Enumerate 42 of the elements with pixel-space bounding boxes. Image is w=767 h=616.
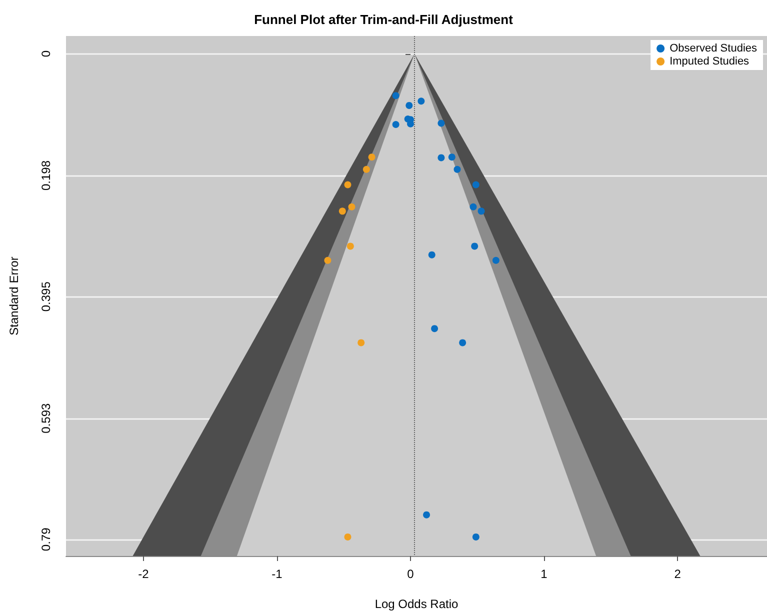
point — [478, 208, 485, 215]
x-tick-label: 1 — [540, 567, 548, 581]
y-tick-label: 0.79 — [39, 527, 53, 552]
point — [472, 533, 480, 540]
point — [324, 256, 332, 264]
point — [454, 166, 461, 173]
x-tick-label: 0 — [407, 567, 414, 581]
y-tick-label: 0.198 — [39, 160, 53, 191]
point — [344, 533, 352, 540]
point — [423, 511, 430, 518]
point — [368, 154, 376, 161]
point — [471, 242, 478, 250]
point — [492, 256, 500, 264]
point — [348, 203, 356, 210]
x-tick-label: -1 — [272, 567, 283, 581]
point — [346, 242, 354, 250]
point — [438, 120, 445, 127]
point — [338, 208, 346, 215]
point — [459, 339, 466, 346]
point — [406, 102, 413, 109]
point — [362, 166, 370, 173]
chart-title: Funnel Plot after Trim-and-Fill Adjustment — [254, 12, 514, 27]
x-tick-label: -2 — [138, 567, 150, 581]
point — [392, 121, 400, 128]
point — [431, 325, 438, 332]
point — [344, 181, 352, 188]
point — [418, 98, 425, 105]
point — [472, 181, 480, 188]
point — [358, 339, 365, 346]
y-tick-label: 0 — [39, 50, 53, 58]
y-tick-label: 0.593 — [39, 402, 53, 434]
point — [470, 203, 477, 210]
point — [428, 251, 436, 258]
legend-label: Observed Studies — [670, 42, 758, 54]
point — [448, 154, 456, 161]
y-tick-label: 0.395 — [39, 281, 53, 312]
legend-label: Imputed Studies — [670, 56, 750, 68]
x-axis-title: Log Odds Ratio — [374, 597, 459, 611]
x-tick-label: 2 — [674, 567, 682, 581]
point — [438, 154, 445, 162]
y-axis-title: Standard Error — [7, 256, 21, 336]
point — [392, 92, 400, 100]
